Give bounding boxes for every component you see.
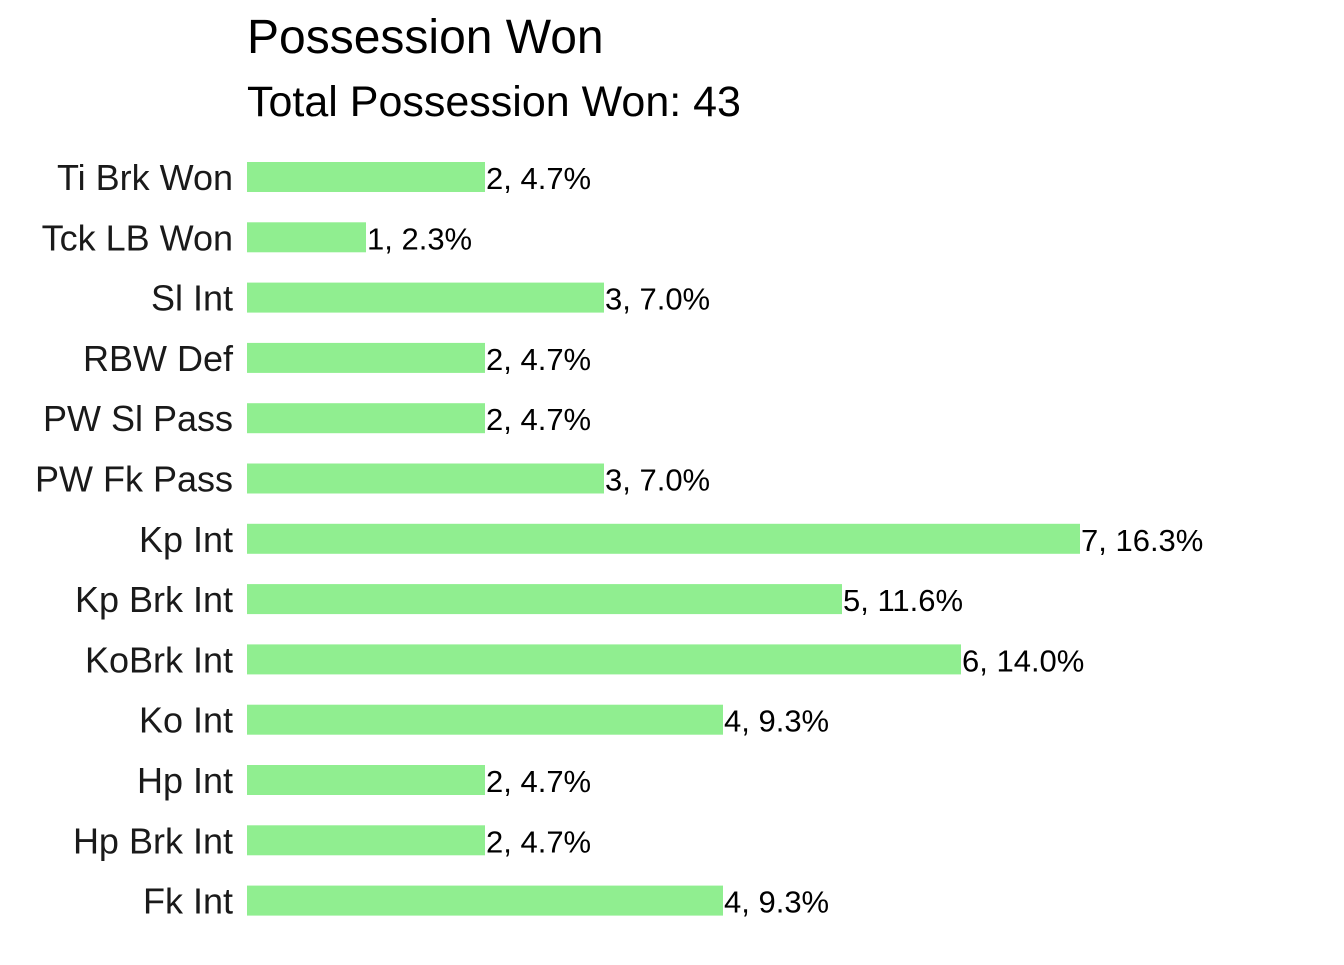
bar-2 (247, 282, 604, 313)
category-label-11: Hp Brk Int (73, 820, 233, 861)
category-label-7: Kp Brk Int (75, 579, 233, 620)
chart-title: Possession Won (247, 11, 604, 64)
bar-9 (247, 704, 723, 735)
data-label-11: 2, 4.7% (486, 824, 591, 859)
bar-4 (247, 403, 485, 434)
bar-7 (247, 584, 842, 615)
data-label-4: 2, 4.7% (486, 402, 591, 437)
category-label-6: Kp Int (139, 519, 233, 560)
category-label-1: Tck LB Won (42, 217, 233, 258)
data-label-8: 6, 14.0% (962, 643, 1084, 678)
category-label-8: KoBrk Int (85, 639, 233, 680)
bar-5 (247, 463, 604, 494)
data-label-0: 2, 4.7% (486, 161, 591, 196)
category-label-12: Fk Int (143, 881, 233, 922)
category-label-0: Ti Brk Won (57, 157, 233, 198)
data-label-6: 7, 16.3% (1081, 523, 1203, 558)
category-label-10: Hp Int (137, 760, 233, 801)
data-label-3: 2, 4.7% (486, 342, 591, 377)
category-label-4: PW Sl Pass (43, 398, 233, 439)
data-label-12: 4, 9.3% (724, 885, 829, 920)
bar-6 (247, 523, 1080, 554)
category-label-2: Sl Int (151, 278, 233, 319)
bar-0 (247, 162, 485, 192)
bar-12 (247, 885, 723, 916)
bar-3 (247, 342, 485, 373)
bar-11 (247, 825, 485, 856)
category-label-3: RBW Def (83, 338, 234, 379)
data-label-7: 5, 11.6% (843, 583, 963, 618)
data-label-5: 3, 7.0% (605, 463, 710, 498)
data-label-1: 1, 2.3% (367, 221, 472, 256)
bar-10 (247, 765, 485, 795)
bar-8 (247, 644, 961, 675)
bar-1 (247, 222, 366, 253)
data-label-9: 4, 9.3% (724, 704, 829, 739)
data-label-10: 2, 4.7% (486, 764, 591, 799)
category-label-9: Ko Int (139, 700, 233, 741)
chart-subtitle: Total Possession Won: 43 (247, 78, 741, 126)
bars-group: Ti Brk Won 2, 4.7% Tck LB Won 1, 2.3% Sl Int… (35, 157, 1203, 922)
category-label-5: PW Fk Pass (35, 459, 233, 500)
data-label-2: 3, 7.0% (605, 282, 710, 317)
